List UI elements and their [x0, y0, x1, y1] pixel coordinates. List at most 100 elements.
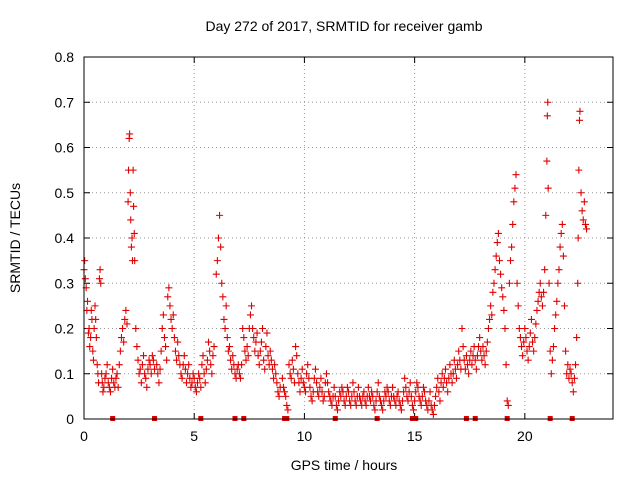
- data-point: [308, 397, 316, 405]
- x-tick-label: 20: [517, 428, 533, 444]
- data-point: [543, 112, 551, 120]
- data-point: [548, 356, 556, 364]
- data-point: [92, 315, 100, 323]
- data-point: [86, 343, 94, 351]
- data-point: [163, 356, 171, 364]
- data-point: [524, 356, 532, 364]
- data-point: [298, 365, 306, 373]
- data-point: [508, 243, 516, 251]
- data-point: [491, 266, 499, 274]
- data-point: [284, 406, 292, 414]
- data-point: [173, 356, 181, 364]
- data-point: [225, 343, 233, 351]
- data-point: [185, 361, 193, 369]
- data-point: [198, 361, 206, 369]
- data-point: [282, 392, 290, 400]
- data-point: [289, 365, 297, 373]
- data-point: [364, 383, 372, 391]
- data-point: [253, 329, 261, 337]
- data-point: [244, 352, 252, 360]
- data-point: [148, 352, 156, 360]
- data-point: [142, 374, 150, 382]
- data-point: [279, 383, 287, 391]
- data-point: [543, 157, 551, 165]
- data-point: [532, 320, 540, 328]
- data-point: [473, 352, 481, 360]
- data-point: [486, 315, 494, 323]
- data-point: [580, 198, 588, 206]
- data-point: [264, 352, 272, 360]
- data-point: [569, 388, 577, 396]
- data-point: [574, 234, 582, 242]
- data-point: [266, 347, 274, 355]
- data-point: [257, 338, 265, 346]
- data-point: [162, 343, 170, 351]
- data-point: [133, 343, 141, 351]
- data-point: [514, 302, 522, 310]
- data-point: [444, 388, 452, 396]
- data-point: [197, 383, 205, 391]
- data-point: [272, 370, 280, 378]
- data-point: [99, 388, 107, 396]
- data-point: [138, 361, 146, 369]
- data-point: [554, 279, 562, 287]
- data-point: [465, 370, 473, 378]
- data-point: [147, 370, 155, 378]
- data-point: [240, 334, 248, 342]
- data-point: [369, 392, 377, 400]
- data-point: [124, 198, 132, 206]
- data-point: [93, 361, 101, 369]
- data-point: [527, 315, 535, 323]
- data-point: [164, 293, 172, 301]
- data-point: [354, 383, 362, 391]
- data-point: [393, 392, 401, 400]
- data-point: [478, 356, 486, 364]
- data-point: [119, 325, 127, 332]
- data-point: [454, 361, 462, 369]
- data-point: [575, 166, 583, 174]
- data-point: [430, 401, 438, 409]
- data-point: [236, 374, 244, 382]
- data-point: [490, 279, 498, 287]
- data-point: [493, 239, 501, 247]
- data-point: [311, 365, 319, 373]
- data-point: [501, 325, 509, 332]
- data-point: [488, 311, 496, 319]
- data-point: [362, 401, 370, 409]
- data-point: [432, 392, 440, 400]
- data-point: [114, 383, 122, 391]
- data-point: [487, 302, 495, 310]
- data-point: [413, 379, 421, 387]
- data-point: [453, 374, 461, 382]
- data-point: [127, 216, 135, 224]
- data-point: [541, 266, 549, 274]
- chart-title: Day 272 of 2017, SRMTID for receiver gam…: [205, 18, 482, 34]
- data-point: [249, 325, 257, 332]
- data-point: [572, 361, 580, 369]
- data-point: [261, 365, 269, 373]
- data-point: [534, 297, 542, 305]
- data-point: [121, 315, 129, 323]
- data-point: [128, 234, 136, 242]
- data-point: [116, 347, 124, 355]
- data-point: [575, 116, 583, 124]
- data-point: [507, 257, 515, 265]
- data-point: [122, 306, 130, 314]
- data-point: [239, 325, 247, 332]
- data-point: [167, 315, 175, 323]
- data-point: [529, 338, 537, 346]
- data-point: [102, 370, 110, 378]
- data-point: [267, 356, 275, 364]
- data-point: [90, 325, 98, 332]
- data-point: [521, 325, 529, 332]
- data-point: [297, 374, 305, 382]
- data-point: [194, 379, 202, 387]
- data-point: [273, 379, 281, 387]
- data-point: [275, 392, 283, 400]
- data-point: [332, 401, 340, 409]
- data-point: [216, 211, 224, 219]
- data-point: [241, 347, 249, 355]
- data-point: [498, 284, 506, 292]
- data-point: [203, 356, 211, 364]
- data-point: [196, 374, 204, 382]
